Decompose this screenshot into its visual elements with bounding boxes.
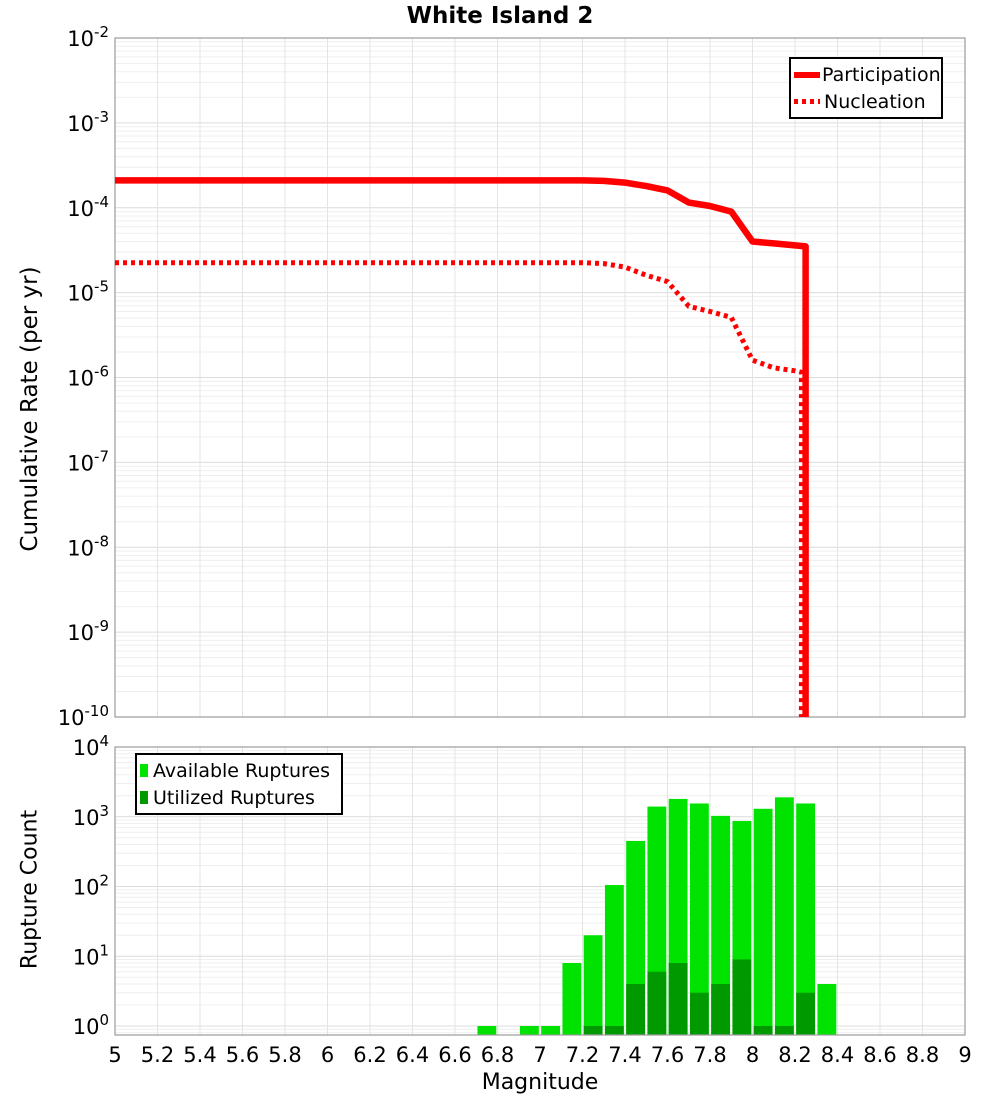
nucleation-legend-label: Nucleation: [824, 90, 926, 113]
top-legend: Participation Nucleation: [789, 57, 943, 119]
y-tick-label: 10-3: [67, 108, 109, 136]
x-tick-label: 8.6: [863, 1043, 896, 1067]
bar-utilized-8.1: [774, 1026, 794, 1035]
y-tick-label: 10-7: [67, 447, 109, 475]
participation-line: [115, 177, 809, 717]
bar-available-8: [753, 808, 773, 1035]
x-tick-label: 5.2: [141, 1043, 174, 1067]
x-tick-label: 7.2: [566, 1043, 599, 1067]
participation-legend-label: Participation: [822, 63, 941, 86]
bar-utilized-7.2: [583, 1026, 603, 1035]
bar-available-7.1: [562, 963, 582, 1035]
y-tick-label: 10-9: [67, 617, 109, 645]
bottom-legend: Available Ruptures Utilized Ruptures: [135, 753, 343, 815]
available-legend-label: Available Ruptures: [153, 759, 330, 782]
top-chart-gridlines: [115, 38, 965, 717]
y-tick-label: 103: [73, 802, 109, 830]
x-tick-label: 6.6: [438, 1043, 471, 1067]
top-y-tick-labels: 10-210-310-410-510-610-710-810-910-10: [58, 23, 109, 730]
bar-utilized-7.8: [711, 984, 731, 1035]
legend-item-available: Available Ruptures: [140, 757, 338, 784]
chart-title: White Island 2: [406, 3, 594, 29]
nucleation-line: [115, 260, 804, 717]
x-tick-label: 6: [321, 1043, 334, 1067]
y-tick-label: 10-5: [67, 278, 109, 306]
bar-utilized-7.4: [626, 984, 646, 1035]
top-chart-series: [115, 177, 809, 717]
bar-available-7.2: [583, 935, 603, 1035]
utilized-ruptures-swatch: [140, 791, 148, 804]
x-tick-label: 8.4: [821, 1043, 854, 1067]
bar-utilized-7.5: [647, 971, 667, 1035]
bar-available-7.3: [604, 885, 624, 1035]
bar-available-6.9: [519, 1026, 539, 1035]
x-tick-label: 6.4: [396, 1043, 429, 1067]
bar-available-7.7: [689, 803, 709, 1035]
x-tick-label: 6.2: [353, 1043, 386, 1067]
bar-utilized-7.3: [604, 1026, 624, 1035]
rupture-count-bars: [477, 797, 837, 1035]
x-tick-label: 6.8: [481, 1043, 514, 1067]
x-tick-label: 7.4: [608, 1043, 641, 1067]
bar-available-8.2: [796, 803, 816, 1035]
x-tick-label: 7.8: [693, 1043, 726, 1067]
bottom-y-axis-label: Rupture Count: [17, 809, 43, 970]
y-tick-label: 104: [73, 732, 109, 760]
bar-utilized-7.7: [689, 992, 709, 1035]
x-tick-label: 7.6: [651, 1043, 684, 1067]
y-tick-label: 100: [73, 1011, 109, 1039]
bottom-y-tick-labels: 104 103 102 101 100: [73, 732, 109, 1039]
bar-available-8.3: [817, 984, 837, 1035]
x-tick-labels: 5 5.2 5.4 5.6 5.8 6 6.2 6.4 6.6 6.8 7 7.2 7.4 7.6 7.8 8…: [108, 1043, 971, 1067]
x-tick-label: 9: [958, 1043, 971, 1067]
bar-utilized-8.2: [796, 992, 816, 1035]
x-axis-label: Magnitude: [481, 1070, 599, 1095]
top-plot-border: [114, 37, 966, 718]
x-tick-label: 5.8: [268, 1043, 301, 1067]
x-tick-label: 8.2: [778, 1043, 811, 1067]
bar-utilized-8: [753, 1026, 773, 1035]
y-tick-label: 101: [73, 941, 109, 969]
y-tick-label: 10-6: [67, 363, 109, 391]
x-tick-label: 8: [746, 1043, 759, 1067]
legend-item-participation: Participation: [794, 61, 941, 88]
utilized-legend-label: Utilized Ruptures: [153, 786, 315, 809]
bar-available-7.8: [711, 815, 731, 1035]
bar-available-8.1: [774, 797, 794, 1035]
bottom-plot-border: [114, 746, 966, 1036]
y-tick-label: 10-4: [67, 193, 109, 221]
y-tick-label: 10-8: [67, 532, 109, 560]
x-tick-label: 5.4: [183, 1043, 216, 1067]
legend-item-nucleation: Nucleation: [794, 88, 938, 115]
nucleation-line-swatch: [794, 99, 820, 104]
participation-line-swatch: [794, 71, 820, 78]
available-ruptures-swatch: [140, 764, 148, 777]
bar-available-7: [541, 1026, 561, 1035]
x-tick-label: 7: [533, 1043, 546, 1067]
x-tick-label: 5: [108, 1043, 121, 1067]
y-tick-label: 102: [73, 872, 109, 900]
x-tick-label: 8.8: [906, 1043, 939, 1067]
bar-utilized-7.9: [732, 959, 752, 1035]
top-y-axis-label: Cumulative Rate (per yr): [17, 266, 43, 552]
y-tick-label: 10-10: [58, 702, 109, 730]
legend-item-utilized: Utilized Ruptures: [140, 784, 338, 811]
bar-utilized-7.6: [668, 963, 688, 1035]
bar-available-6.7: [477, 1026, 497, 1035]
x-tick-label: 5.6: [226, 1043, 259, 1067]
